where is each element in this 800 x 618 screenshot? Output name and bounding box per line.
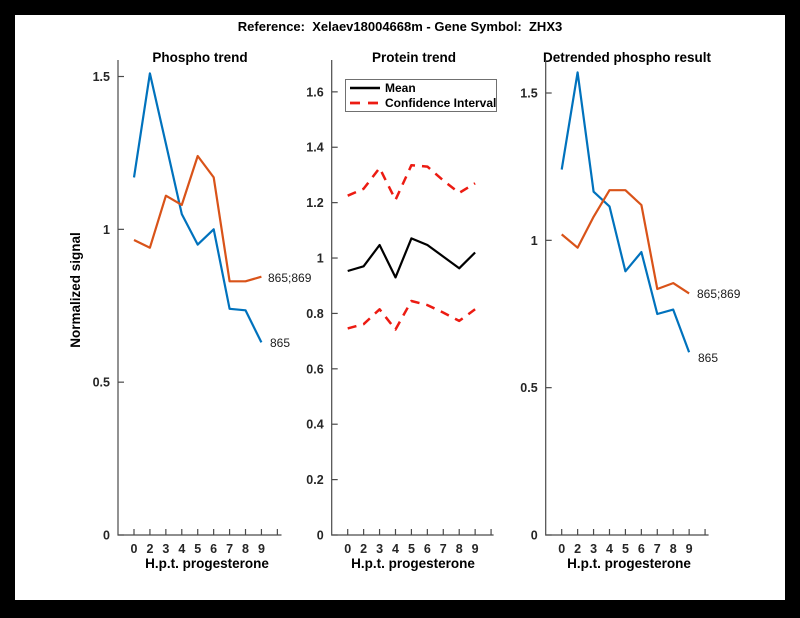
svg-text:5: 5 [622, 542, 629, 556]
svg-text:6: 6 [424, 542, 431, 556]
x-axis-label-left: H.p.t. progesterone [145, 556, 269, 571]
series-end-label-865-869-right: 865;869 [697, 287, 741, 301]
svg-text:2: 2 [146, 542, 153, 556]
svg-text:1: 1 [531, 234, 538, 248]
svg-text:5: 5 [408, 542, 415, 556]
svg-text:3: 3 [590, 542, 597, 556]
svg-text:8: 8 [242, 542, 249, 556]
subplot-axes-2: 0 2 3 4 5 6 7 8 900.511.5 [520, 60, 709, 556]
legend: Mean Confidence Interval [345, 79, 497, 112]
svg-text:4: 4 [178, 542, 185, 556]
series-end-label-865-left: 865 [270, 336, 291, 350]
svg-text:0: 0 [531, 529, 538, 543]
series-line-865 [560, 71, 691, 353]
legend-label-mean: Mean [385, 81, 416, 95]
svg-text:3: 3 [376, 542, 383, 556]
subplot-title-phospho-trend: Phospho trend [152, 50, 248, 65]
svg-text:0.8: 0.8 [306, 307, 323, 321]
svg-text:0.4: 0.4 [306, 418, 323, 432]
svg-text:5: 5 [194, 542, 201, 556]
svg-text:1: 1 [317, 252, 324, 266]
series-line-865-869 [133, 154, 262, 283]
svg-text:9: 9 [472, 542, 479, 556]
svg-text:2: 2 [360, 542, 367, 556]
svg-text:0: 0 [558, 542, 565, 556]
svg-text:7: 7 [226, 542, 233, 556]
svg-text:1.2: 1.2 [306, 196, 323, 210]
subplot-title-protein-trend: Protein trend [371, 50, 456, 65]
svg-text:8: 8 [456, 542, 463, 556]
svg-text:1.5: 1.5 [520, 87, 537, 101]
svg-text:0.5: 0.5 [520, 381, 537, 395]
subplot-axes-1: 0 2 3 4 5 6 7 8 900.20.40.60.811.21.41.6 [306, 60, 494, 556]
legend-label-confidence-interval: Confidence Interval [385, 96, 497, 110]
svg-text:1.6: 1.6 [306, 85, 323, 99]
subplot-axes-0: 0 2 3 4 5 6 7 8 900.511.5 [93, 60, 282, 556]
subplot-title-detrended-result: Detrended phospho result [542, 50, 711, 65]
svg-text:1.5: 1.5 [93, 70, 110, 84]
svg-text:4: 4 [606, 542, 613, 556]
series-end-label-865-869-left: 865;869 [268, 271, 312, 285]
series-line-865-869 [560, 189, 690, 295]
svg-text:0: 0 [103, 529, 110, 543]
legend-row-mean: Mean [346, 81, 496, 95]
series-line-mean [347, 237, 476, 279]
svg-text:9: 9 [258, 542, 265, 556]
svg-text:4: 4 [392, 542, 399, 556]
svg-text:6: 6 [638, 542, 645, 556]
svg-text:7: 7 [654, 542, 661, 556]
svg-text:8: 8 [670, 542, 677, 556]
svg-text:1.4: 1.4 [306, 141, 323, 155]
x-axis-label-right: H.p.t. progesterone [567, 556, 691, 571]
svg-text:3: 3 [162, 542, 169, 556]
svg-text:1: 1 [103, 223, 110, 237]
svg-text:2: 2 [574, 542, 581, 556]
svg-text:0: 0 [317, 529, 324, 543]
confidence-interval-line-sample [350, 101, 380, 105]
x-axis-label-middle: H.p.t. progesterone [351, 556, 475, 571]
series-end-label-865-right: 865 [698, 351, 719, 365]
svg-text:0.6: 0.6 [306, 362, 323, 376]
legend-row-confidence-interval: Confidence Interval [346, 96, 496, 110]
svg-text:7: 7 [440, 542, 447, 556]
svg-text:6: 6 [210, 542, 217, 556]
svg-text:0: 0 [131, 542, 138, 556]
figure-title: Reference: Xelaev18004668m - Gene Symbol… [237, 19, 563, 34]
svg-text:0.2: 0.2 [306, 473, 323, 487]
series-line-865 [132, 72, 263, 343]
mean-line-sample [350, 86, 380, 90]
series-line-confidence-interval-lower [347, 299, 476, 331]
svg-text:0: 0 [344, 542, 351, 556]
svg-text:0.5: 0.5 [93, 376, 110, 390]
svg-text:9: 9 [686, 542, 693, 556]
series-line-confidence-interval-upper [347, 163, 476, 202]
